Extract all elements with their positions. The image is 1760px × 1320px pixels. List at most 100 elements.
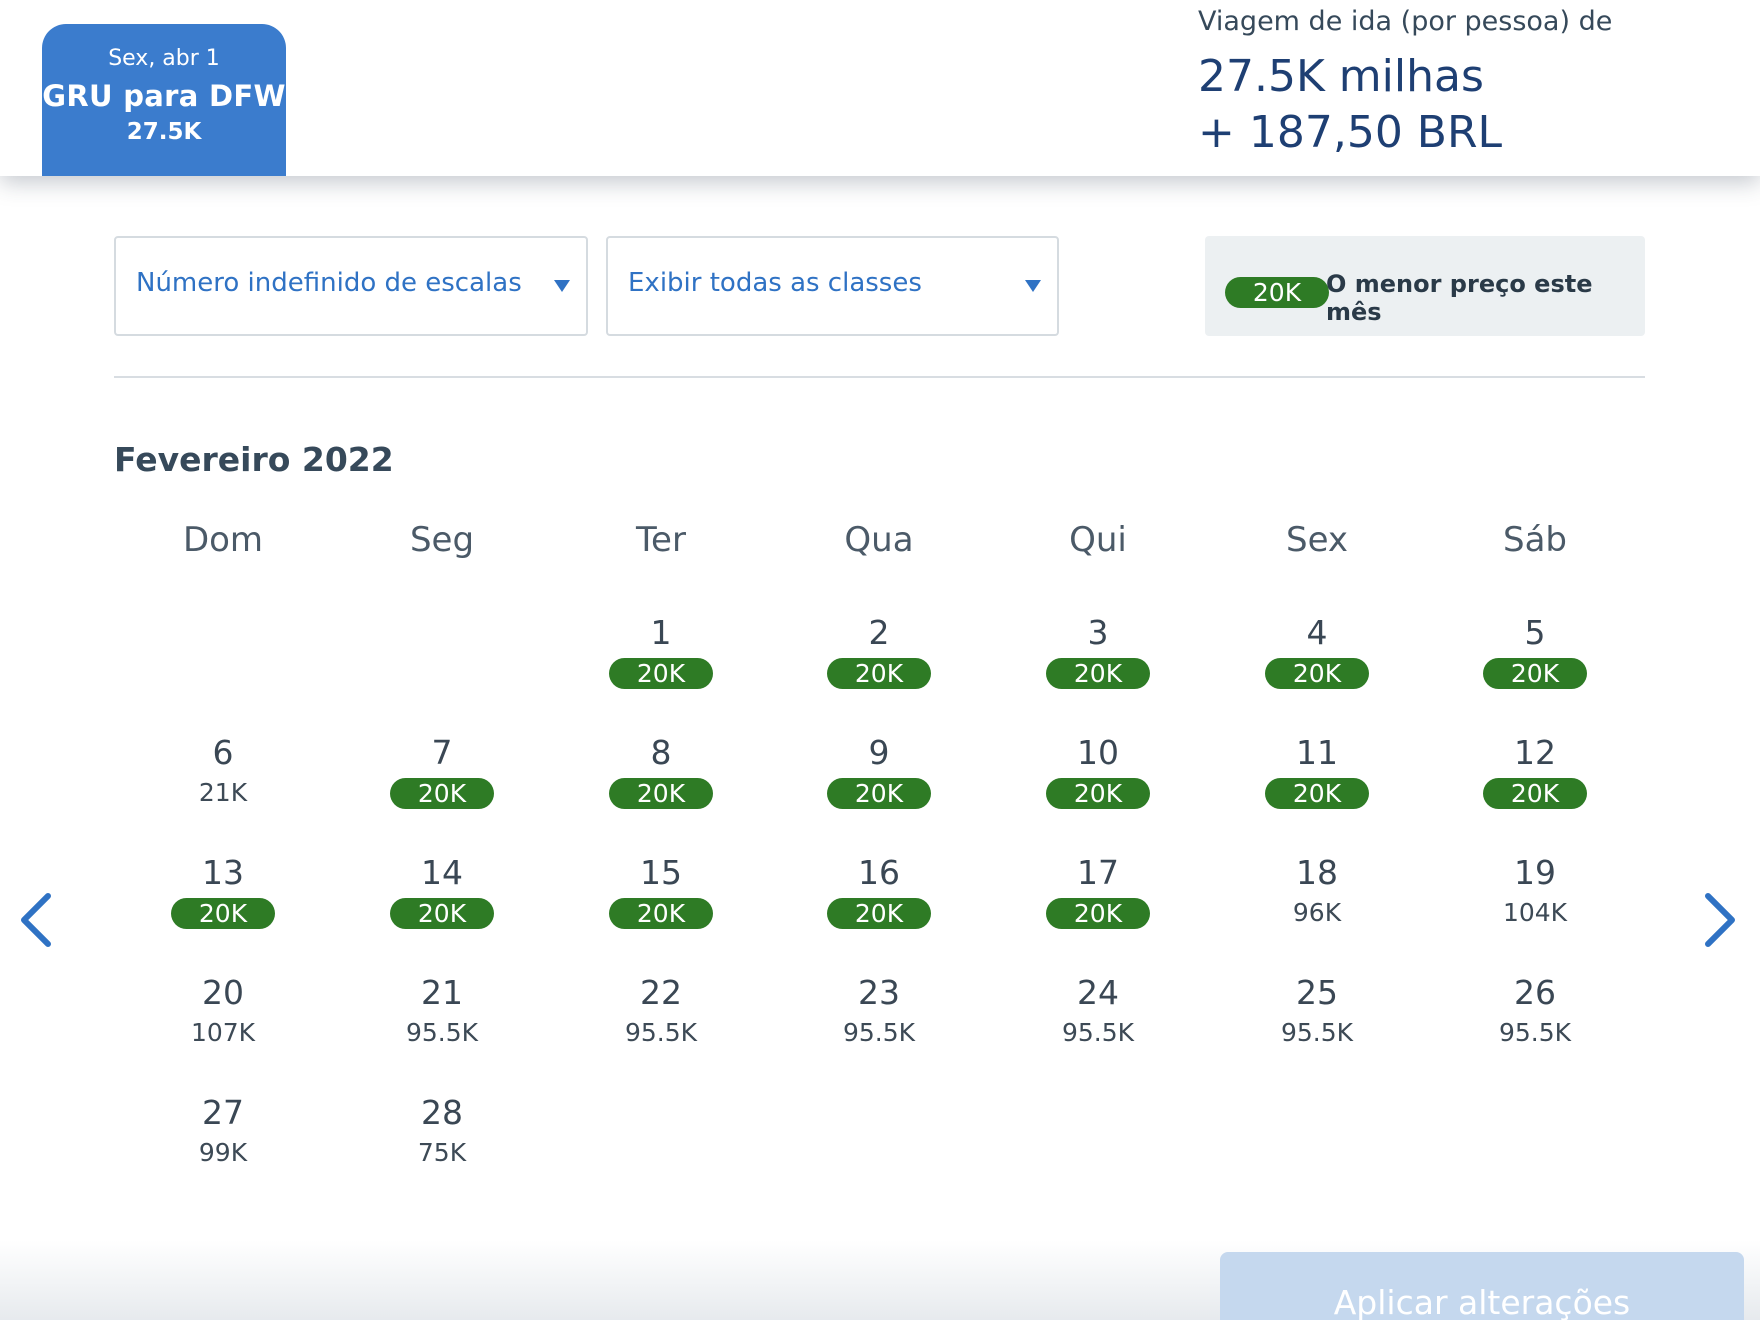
lowest-price-badge-wrap: 20K — [1208, 656, 1426, 689]
day-number: 25 — [1296, 973, 1338, 1012]
lowest-price-badge-wrap: 20K — [770, 776, 988, 809]
lowest-price-badge-wrap: 20K — [1426, 656, 1644, 689]
trip-tab-gru-dfw[interactable]: Sex, abr 1 GRU para DFW 27.5K — [42, 24, 286, 176]
lowest-price-badge: 20K — [827, 898, 931, 929]
fare-summary: Viagem de ida (por pessoa) de 27.5K milh… — [1198, 6, 1738, 159]
calendar-day[interactable]: 5 20K — [1426, 610, 1644, 710]
lowest-price-badge: 20K — [827, 778, 931, 809]
day-number: 13 — [202, 853, 244, 892]
calendar-day[interactable]: 8 20K — [552, 730, 770, 830]
calendar-day[interactable]: 13 20K — [114, 850, 332, 950]
day-number: 24 — [1077, 973, 1119, 1012]
day-number: 15 — [640, 853, 682, 892]
day-number: 4 — [1306, 613, 1328, 652]
legend-badge: 20K — [1225, 277, 1329, 308]
day-price: 95.5K — [405, 1018, 479, 1047]
lowest-price-badge: 20K — [827, 658, 931, 689]
day-number: 22 — [640, 973, 682, 1012]
weekday-label: Dom — [182, 520, 264, 560]
calendar-day[interactable]: 28 75K — [333, 1090, 551, 1190]
day-price: 75K — [417, 1138, 467, 1167]
calendar-day[interactable]: 22 95.5K — [552, 970, 770, 1070]
trip-price: 27.5K — [126, 119, 202, 145]
day-number: 16 — [858, 853, 900, 892]
day-price: 104K — [1502, 898, 1568, 927]
lowest-price-badge-wrap: 20K — [1426, 776, 1644, 809]
day-price: 95.5K — [1280, 1018, 1354, 1047]
lowest-price-badge-wrap: 20K — [333, 896, 551, 929]
weekday-label: Seg — [409, 520, 475, 560]
month-title: Fevereiro 2022 — [114, 440, 394, 479]
calendar-day[interactable]: 2 20K — [770, 610, 988, 710]
day-price: 21K — [198, 778, 248, 807]
calendar-day[interactable]: 3 20K — [989, 610, 1207, 710]
lowest-price-badge: 20K — [390, 778, 494, 809]
calendar-day[interactable]: 25 95.5K — [1208, 970, 1426, 1070]
calendar-day[interactable]: 23 95.5K — [770, 970, 988, 1070]
apply-changes-button[interactable]: Aplicar alterações — [1220, 1252, 1744, 1320]
calendar-day[interactable]: 9 20K — [770, 730, 988, 830]
calendar-day[interactable]: 14 20K — [333, 850, 551, 950]
stops-select-value: Número indefinido de escalas — [136, 268, 522, 298]
header: Sex, abr 1 GRU para DFW 27.5K Viagem de … — [0, 0, 1760, 176]
calendar-day[interactable]: 24 95.5K — [989, 970, 1207, 1070]
lowest-price-badge: 20K — [390, 898, 494, 929]
lowest-price-badge-wrap: 20K — [114, 896, 332, 929]
lowest-price-badge: 20K — [609, 898, 713, 929]
calendar-day[interactable]: 1 20K — [552, 610, 770, 710]
class-select-value: Exibir todas as classes — [628, 268, 922, 298]
trip-date: Sex, abr 1 — [108, 46, 220, 71]
calendar-day[interactable]: 17 20K — [989, 850, 1207, 950]
calendar-day[interactable]: 20 107K — [114, 970, 332, 1070]
calendar-day[interactable]: 21 95.5K — [333, 970, 551, 1070]
day-price: 99K — [198, 1138, 248, 1167]
day-price: 107K — [190, 1018, 256, 1047]
caret-down-icon — [1025, 280, 1041, 292]
day-number: 11 — [1296, 733, 1338, 772]
day-price: 95.5K — [1061, 1018, 1135, 1047]
calendar-day[interactable]: 19 104K — [1426, 850, 1644, 950]
lowest-price-legend: 20K O menor preço este mês — [1205, 236, 1645, 336]
stops-select[interactable]: Número indefinido de escalas — [114, 236, 588, 336]
lowest-price-badge: 20K — [609, 778, 713, 809]
lowest-price-badge: 20K — [1046, 778, 1150, 809]
weekday-label: Qui — [1069, 520, 1127, 560]
day-number: 28 — [421, 1093, 463, 1132]
calendar-day[interactable]: 15 20K — [552, 850, 770, 950]
day-number: 10 — [1077, 733, 1119, 772]
day-price: 95.5K — [1498, 1018, 1572, 1047]
day-price: 95.5K — [624, 1018, 698, 1047]
calendar-day[interactable]: 10 20K — [989, 730, 1207, 830]
fare-label: Viagem de ida (por pessoa) de — [1198, 6, 1613, 37]
calendar-day[interactable]: 7 20K — [333, 730, 551, 830]
calendar-day[interactable]: 6 21K — [114, 730, 332, 830]
fare-miles: 27.5K milhas — [1198, 51, 1484, 102]
calendar-day[interactable]: 27 99K — [114, 1090, 332, 1190]
calendar-day[interactable]: 11 20K — [1208, 730, 1426, 830]
day-number: 1 — [650, 613, 672, 652]
class-select[interactable]: Exibir todas as classes — [606, 236, 1059, 336]
weekday-label: Qua — [844, 520, 914, 560]
calendar-day[interactable]: 18 96K — [1208, 850, 1426, 950]
chevron-left-icon[interactable] — [16, 890, 56, 950]
lowest-price-badge: 20K — [1483, 778, 1587, 809]
lowest-price-badge-wrap: 20K — [333, 776, 551, 809]
calendar-day[interactable]: 4 20K — [1208, 610, 1426, 710]
lowest-price-badge-wrap: 20K — [989, 656, 1207, 689]
weekday-label: Sáb — [1503, 520, 1567, 560]
day-number: 21 — [421, 973, 463, 1012]
lowest-price-badge: 20K — [1265, 778, 1369, 809]
lowest-price-badge: 20K — [1483, 658, 1587, 689]
chevron-right-icon[interactable] — [1700, 890, 1740, 950]
calendar-day[interactable]: 26 95.5K — [1426, 970, 1644, 1070]
calendar-day[interactable]: 12 20K — [1426, 730, 1644, 830]
lowest-price-badge: 20K — [1046, 898, 1150, 929]
lowest-price-badge-wrap: 20K — [552, 776, 770, 809]
lowest-price-badge-wrap: 20K — [552, 656, 770, 689]
legend-text: O menor preço este mês — [1326, 270, 1593, 326]
day-price: 96K — [1292, 898, 1342, 927]
fare-cash: + 187,50 BRL — [1198, 107, 1503, 158]
lowest-price-badge-wrap: 20K — [989, 776, 1207, 809]
day-number: 7 — [431, 733, 453, 772]
calendar-day[interactable]: 16 20K — [770, 850, 988, 950]
